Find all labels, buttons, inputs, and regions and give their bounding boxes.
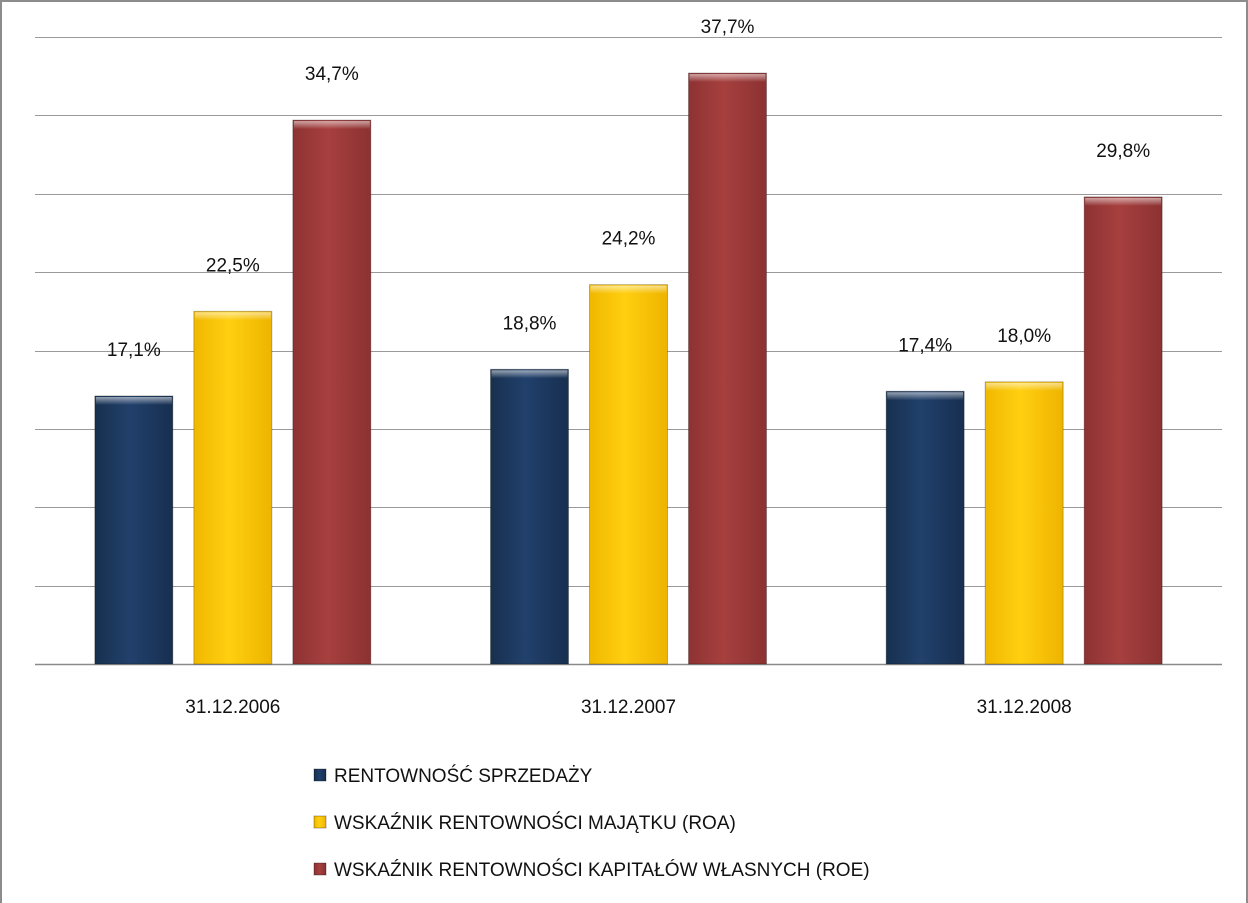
legend-item: RENTOWNOŚĆ SPRZEDAŻY <box>313 765 593 787</box>
bar <box>94 395 174 665</box>
data-labels: 17,1% 22,5% 34,7% 18,8% 24,2% 37,7% 17,4% 18,0%… <box>107 17 1150 361</box>
bar-highlight <box>986 382 1063 391</box>
bar <box>1083 196 1163 665</box>
bars <box>94 72 1163 665</box>
data-label: 29,8% <box>1096 141 1150 162</box>
bar-highlight <box>689 74 766 83</box>
data-label: 17,4% <box>898 335 952 356</box>
bar-body <box>984 381 1064 665</box>
bar-body <box>688 72 767 665</box>
legend-swatch <box>313 815 327 829</box>
data-label: 24,2% <box>602 229 656 250</box>
bar-highlight <box>590 285 667 294</box>
bar-highlight <box>887 392 964 401</box>
legend-swatch <box>313 768 327 782</box>
bar-body <box>1083 196 1163 665</box>
bar-highlight <box>1085 197 1162 206</box>
legend-item: WSKAŹNIK RENTOWNOŚCI KAPITAŁÓW WŁASNYCH … <box>313 859 870 881</box>
bar-body <box>292 119 372 665</box>
bar-highlight <box>491 370 568 379</box>
data-label: 37,7% <box>701 17 755 38</box>
category-label: 31.12.2008 <box>977 697 1072 718</box>
legend-item: WSKAŹNIK RENTOWNOŚCI MAJĄTKU (ROA) <box>313 812 736 834</box>
data-label: 18,8% <box>503 313 557 334</box>
bar-body <box>885 390 965 665</box>
data-label: 18,0% <box>997 326 1051 347</box>
bar <box>292 119 372 665</box>
bar-body <box>94 395 174 665</box>
legend: RENTOWNOŚĆ SPRZEDAŻY WSKAŹNIK RENTOWNOŚCI… <box>313 765 870 881</box>
bar-body <box>490 368 569 665</box>
bar <box>688 72 767 665</box>
category-label: 31.12.2006 <box>185 697 280 718</box>
bar-highlight <box>293 121 370 130</box>
bar <box>885 390 965 665</box>
legend-swatch <box>313 862 327 876</box>
bar-body <box>589 284 668 665</box>
data-label: 34,7% <box>305 64 359 85</box>
category-label: 31.12.2007 <box>581 697 676 718</box>
bar <box>193 310 273 665</box>
category-labels: 31.12.2006 31.12.2007 31.12.2008 <box>185 697 1071 718</box>
bar-body <box>193 310 273 665</box>
data-label: 22,5% <box>206 255 260 276</box>
bar-highlight <box>194 312 271 321</box>
data-label: 17,1% <box>107 340 161 361</box>
bar-highlight <box>95 396 172 405</box>
legend-label: WSKAŹNIK RENTOWNOŚCI KAPITAŁÓW WŁASNYCH … <box>334 859 870 881</box>
bar <box>589 284 668 665</box>
legend-label: WSKAŹNIK RENTOWNOŚCI MAJĄTKU (ROA) <box>334 812 736 834</box>
bar <box>490 368 569 665</box>
legend-label: RENTOWNOŚĆ SPRZEDAŻY <box>334 765 593 787</box>
bar <box>984 381 1064 665</box>
